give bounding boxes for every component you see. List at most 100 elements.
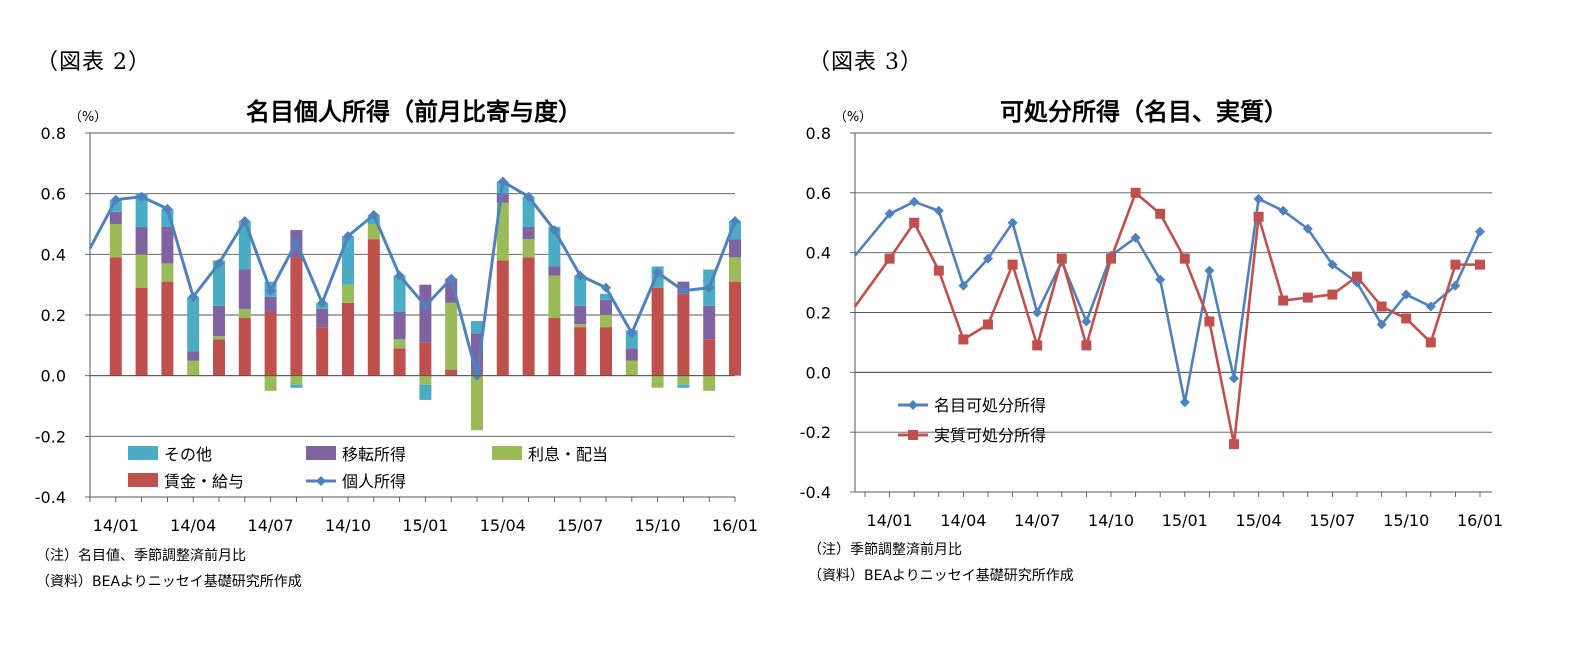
marker-personal-income (704, 282, 715, 293)
bar-interest (213, 336, 225, 340)
x-tick-label: 14/07 (248, 516, 294, 535)
bar-transfer (161, 227, 174, 264)
legend-marker (908, 430, 918, 440)
bar-interest (703, 375, 716, 391)
marker-personal-income (601, 282, 611, 293)
marker-nominal (1278, 205, 1289, 216)
bar-wages (342, 302, 354, 376)
bar-wages (677, 293, 690, 376)
bar-transfer (264, 296, 277, 312)
marker-nominal (1204, 265, 1215, 276)
figure-2-source: （資料）BEAよりニッセイ基礎研究所作成 (36, 574, 302, 590)
bar-interest (419, 375, 432, 385)
bar-interest (445, 302, 458, 370)
marker-nominal (958, 280, 969, 291)
marker-real (1032, 340, 1043, 351)
y-tick-label: 0.2 (41, 306, 66, 325)
bar-interest (238, 308, 251, 319)
legend-label: 実質可処分所得 (934, 426, 1046, 445)
x-tick-label: 15/07 (1309, 511, 1355, 530)
marker-real (1007, 259, 1018, 270)
marker-personal-income (265, 285, 276, 296)
bar-transfer (213, 305, 225, 337)
legend-label: 名目可処分所得 (934, 396, 1046, 415)
marker-real (1179, 253, 1190, 264)
marker-personal-income (549, 225, 560, 236)
bar-wages (393, 348, 406, 376)
bar-other (677, 384, 690, 388)
marker-real (909, 217, 920, 228)
y-unit-label: （%） (69, 110, 107, 125)
marker-real (1302, 292, 1313, 303)
y-tick-label: 0.6 (41, 185, 66, 204)
bar-interest (625, 360, 638, 376)
marker-nominal (909, 196, 920, 207)
marker-nominal (1376, 319, 1387, 330)
bar-transfer (729, 239, 741, 258)
marker-personal-income (136, 191, 147, 202)
figure-3-title: 可処分所得（名目、実質） (1000, 98, 1288, 126)
x-tick-label: 15/04 (480, 516, 526, 535)
marker-nominal (1450, 280, 1461, 291)
legend-swatch (128, 473, 158, 487)
bar-wages (703, 339, 716, 376)
y-tick-label: 0.4 (806, 244, 831, 263)
bar-transfer (109, 211, 122, 224)
bar-interest (290, 375, 303, 385)
legend-item-wages: 賃金・給与 (128, 472, 244, 491)
y-tick-label: 0.4 (41, 245, 66, 264)
bar-interest (161, 263, 174, 282)
y-tick-label: -0.2 (800, 423, 831, 442)
legend-label: 移転所得 (342, 445, 406, 464)
marker-real (1475, 259, 1485, 270)
bar-other (600, 293, 612, 300)
marker-nominal (1007, 217, 1018, 228)
bar-other (419, 384, 432, 400)
bar-interest (367, 224, 380, 240)
x-tick-label: 14/04 (940, 511, 986, 530)
legend-item-transfer: 移転所得 (306, 445, 406, 464)
marker-personal-income (420, 300, 431, 311)
marker-nominal (1302, 223, 1313, 234)
bar-interest (677, 375, 690, 385)
y-tick-label: -0.4 (35, 488, 66, 507)
bar-transfer (419, 284, 432, 343)
marker-real (1327, 289, 1338, 300)
bar-wages (135, 287, 148, 376)
marker-nominal (1032, 307, 1043, 318)
bar-wages (522, 257, 535, 376)
marker-personal-income (162, 203, 173, 214)
bar-other (290, 384, 303, 388)
legend-label: 利息・配当 (528, 445, 608, 464)
marker-real (1229, 439, 1239, 450)
bar-transfer (238, 269, 251, 309)
y-tick-label: -0.2 (35, 427, 66, 446)
legend-marker (316, 476, 326, 486)
figure-3-label: （図表 3） (808, 50, 923, 75)
bar-wages (574, 327, 587, 376)
marker-real (1425, 337, 1436, 348)
marker-real (1204, 316, 1215, 327)
marker-personal-income (343, 231, 353, 242)
x-tick-label: 15/01 (402, 516, 448, 535)
marker-personal-income (110, 194, 121, 205)
bar-transfer (187, 351, 200, 361)
marker-real (1352, 271, 1362, 282)
bar-transfer (393, 311, 406, 340)
marker-nominal (933, 205, 944, 216)
x-tick-label: 15/10 (1383, 511, 1429, 530)
marker-nominal (1229, 373, 1239, 384)
marker-personal-income (394, 270, 405, 281)
figure-2-note: （注）名目値、季節調整済前月比 (36, 548, 246, 564)
marker-nominal (1155, 274, 1166, 285)
legend-label: 賃金・給与 (164, 472, 244, 491)
marker-personal-income (523, 191, 534, 202)
marker-nominal (1401, 289, 1412, 300)
marker-nominal (1327, 259, 1338, 270)
legend-swatch (128, 446, 158, 460)
marker-personal-income (446, 273, 457, 284)
figure-2-panel: （図表 2） 名目個人所得（前月比寄与度） 0.8 0.6 0.4 0.2 0.0 -0.… (0, 0, 760, 656)
bar-wages (264, 311, 277, 376)
marker-personal-income (239, 215, 250, 226)
